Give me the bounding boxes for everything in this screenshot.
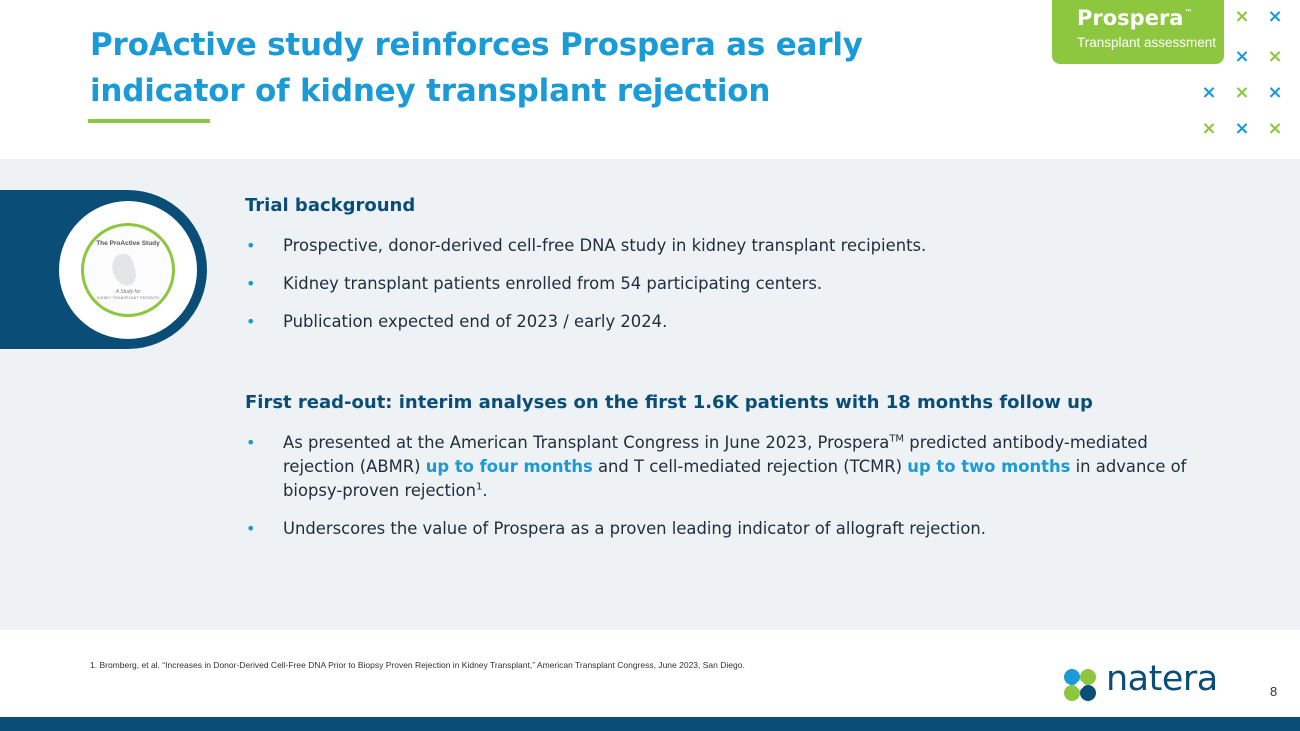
x-mark-icon: × — [1201, 118, 1217, 139]
list-item: Underscores the value of Prospera as a p… — [245, 517, 1205, 541]
bullet-text: in advance of biopsy-proven rejection — [283, 457, 1187, 500]
bottom-bar — [0, 717, 1300, 731]
kidney-icon — [109, 251, 139, 289]
bullet-text: predicted antibody-mediated rejection (A… — [283, 433, 1148, 476]
list-item: Publication expected end of 2023 / early… — [245, 310, 1205, 334]
study-logo-audience: KIDNEY TRANSPLANT PATIENTS — [96, 296, 160, 300]
x-mark-icon: × — [1234, 118, 1250, 139]
trial-background-heading: Trial background — [245, 195, 416, 216]
x-mark-icon: × — [1234, 82, 1250, 103]
natera-logo: natera — [1060, 659, 1230, 705]
x-mark-icon: × — [1267, 46, 1283, 67]
trademark-sup: TM — [889, 433, 905, 445]
x-mark-icon: × — [1234, 46, 1250, 67]
study-logo-tagline: A Study for — [115, 289, 141, 295]
highlight-abmr: up to four months — [425, 457, 593, 476]
list-item: Kidney transplant patients enrolled from… — [245, 272, 1205, 296]
badge-subtitle: Transplant assessment — [1077, 35, 1217, 50]
decorative-x-grid: × × × × × × × × × × — [1196, 6, 1298, 140]
prospera-badge: Prospera™ Transplant assessment — [1052, 0, 1224, 64]
title-underline — [88, 119, 210, 123]
x-mark-icon: × — [1267, 82, 1283, 103]
trial-background-list: Prospective, donor-derived cell-free DNA… — [245, 234, 1205, 334]
bullet-text: As presented at the American Transplant … — [283, 433, 890, 452]
badge-trademark: ™ — [1184, 8, 1193, 17]
natera-logo-text: natera — [1106, 659, 1218, 699]
footnote-ref: 1 — [475, 481, 483, 493]
list-item: As presented at the American Transplant … — [245, 431, 1205, 503]
footnote: 1. Bromberg, et al. “Increases in Donor-… — [90, 660, 745, 670]
study-logo: The ProActive Study A Study for KIDNEY T… — [81, 223, 175, 317]
list-item: Prospective, donor-derived cell-free DNA… — [245, 234, 1205, 258]
natera-logo-icon — [1064, 669, 1096, 701]
badge-brand: Prospera™ — [1077, 6, 1192, 30]
x-mark-icon: × — [1267, 6, 1283, 27]
bullet-text: . — [482, 481, 488, 500]
badge-brand-name: Prospera — [1077, 6, 1184, 30]
page-number: 8 — [1270, 684, 1278, 699]
x-mark-icon: × — [1201, 82, 1217, 103]
first-readout-heading: First read-out: interim analyses on the … — [245, 392, 1093, 413]
bullet-text: and T cell-mediated rejection (TCMR) — [592, 457, 908, 476]
highlight-tcmr: up to two months — [907, 457, 1071, 476]
slide-title: ProActive study reinforces Prospera as e… — [90, 27, 863, 109]
study-logo-title: The ProActive Study — [96, 240, 160, 247]
first-readout-list: As presented at the American Transplant … — [245, 431, 1205, 541]
x-mark-icon: × — [1267, 118, 1283, 139]
x-mark-icon: × — [1234, 6, 1250, 27]
